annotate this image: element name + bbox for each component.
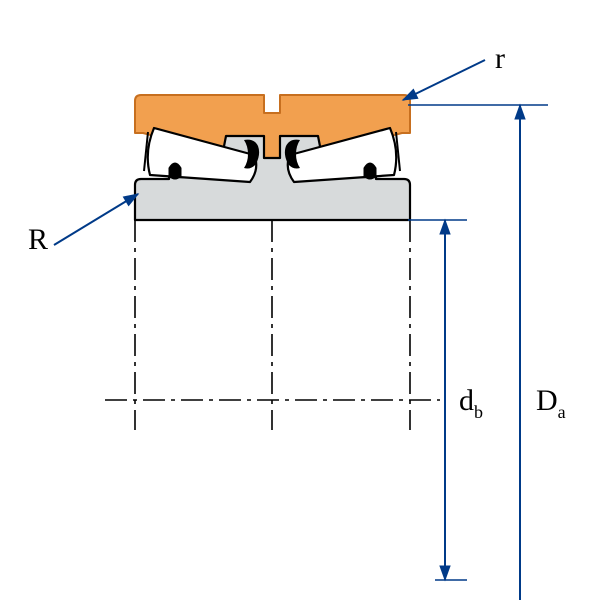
- label-db: db: [459, 384, 483, 422]
- cage-outer-tab: [364, 163, 376, 179]
- leader-R: [54, 194, 138, 245]
- label-r: r: [495, 42, 505, 75]
- cage-outer-tab: [169, 163, 181, 179]
- label-R: R: [28, 223, 48, 256]
- label-Da: Da: [536, 384, 566, 422]
